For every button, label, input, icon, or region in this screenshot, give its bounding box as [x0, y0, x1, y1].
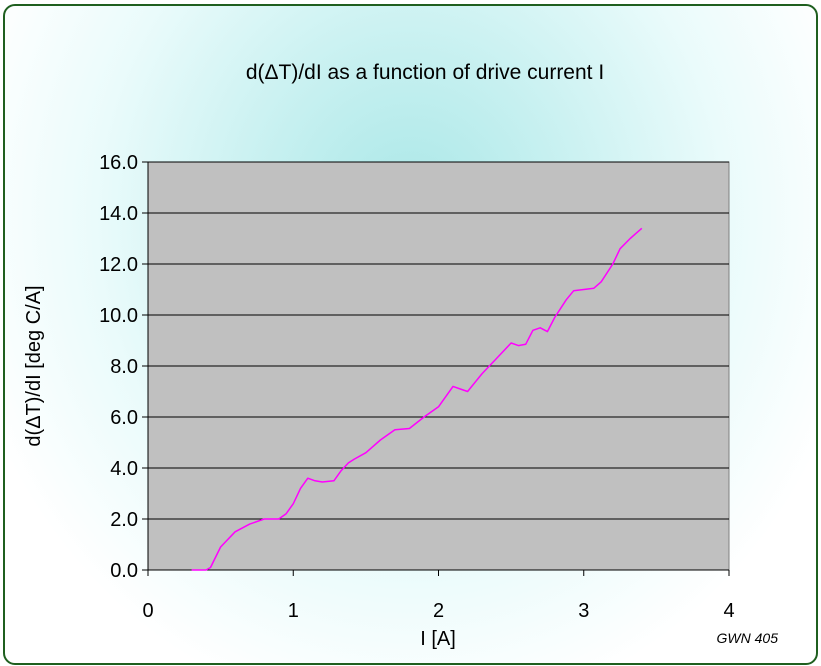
x-tick-label: 2 — [433, 600, 444, 622]
y-tick-label: 14.0 — [99, 203, 138, 225]
y-tick-label: 12.0 — [99, 254, 138, 276]
y-tick-label: 16.0 — [99, 152, 138, 174]
x-axis-label: I [A] — [420, 628, 456, 650]
x-tick-label: 0 — [142, 600, 153, 622]
series-line — [191, 227, 643, 571]
x-tick-label: 3 — [578, 600, 589, 622]
x-tick-labels: 0 1 2 3 4 — [142, 600, 734, 622]
y-tick-label: 0.0 — [110, 560, 138, 582]
axes — [142, 161, 730, 576]
chart-title: d(ΔT)/dI as a function of drive current … — [246, 61, 604, 84]
y-tick-label: 4.0 — [110, 458, 138, 480]
footnote-label: GWN 405 — [717, 630, 779, 646]
y-tick-labels: 0.0 2.0 4.0 6.0 8.0 10.0 12.0 14.0 16.0 — [99, 152, 138, 582]
series-group — [191, 227, 643, 571]
y-tick-label: 2.0 — [110, 509, 138, 531]
y-axis-label: d(ΔT)/dI [deg C/A] — [23, 285, 45, 446]
y-tick-label: 6.0 — [110, 407, 138, 429]
gridlines — [148, 161, 729, 520]
x-tick-label: 1 — [288, 600, 299, 622]
x-tick-label: 4 — [723, 600, 734, 622]
y-tick-label: 8.0 — [110, 356, 138, 378]
y-tick-label: 10.0 — [99, 305, 138, 327]
